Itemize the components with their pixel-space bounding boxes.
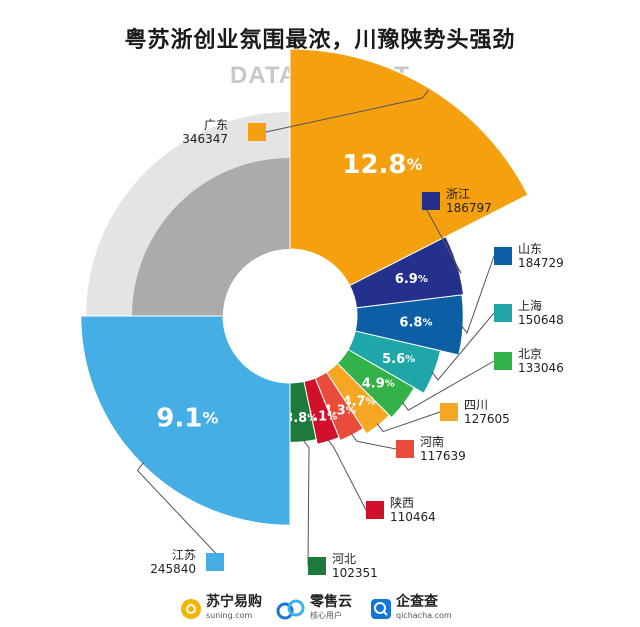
callout-swatch <box>396 440 414 458</box>
callout-line <box>376 411 441 433</box>
province-name: 浙江 <box>446 187 470 201</box>
cloud-icon <box>276 599 305 620</box>
province-name: 江苏 <box>172 548 196 562</box>
province-value: 133046 <box>518 361 564 375</box>
callout-swatch <box>440 403 458 421</box>
province-name: 陕西 <box>390 495 414 510</box>
percent-label: 9.1% <box>156 403 218 433</box>
province-name: 上海 <box>518 298 542 313</box>
qichacha-logo-text: 企查查 <box>396 594 438 610</box>
footer-logo-suning: 苏宁易购 suning.com <box>180 594 262 622</box>
callout-line <box>431 312 495 381</box>
qichacha-logo-sub: qichacha.com <box>396 611 452 620</box>
callout-line <box>460 255 495 335</box>
lingshouyun-logo-text: 零售云 <box>310 594 352 610</box>
footer-logo-qichacha: 企查查 qichacha.com <box>370 594 452 622</box>
province-value: 102351 <box>332 566 378 580</box>
province-name: 河北 <box>332 552 356 566</box>
province-name: 北京 <box>518 347 542 361</box>
lingshouyun-logo-sub: 核心用户 <box>310 611 342 620</box>
percent-label: 5.6% <box>382 351 415 366</box>
province-value: 346347 <box>182 132 228 146</box>
province-name: 四川 <box>464 398 488 412</box>
center-hole <box>223 249 357 383</box>
province-value: 110464 <box>390 510 436 524</box>
callout-line <box>136 462 225 563</box>
callout-line <box>421 200 462 274</box>
callout-swatch <box>308 557 326 575</box>
callout-swatch <box>494 352 512 370</box>
callout-swatch <box>494 304 512 322</box>
suning-logo-text: 苏宁易购 <box>206 594 262 610</box>
province-name: 广东 <box>204 118 228 132</box>
callout-swatch <box>206 553 224 571</box>
province-value: 245840 <box>150 562 196 576</box>
province-value: 150648 <box>518 313 564 327</box>
province-value: 127605 <box>464 412 510 426</box>
percent-label: 12.8% <box>342 150 422 180</box>
percent-label: 6.8% <box>399 315 432 330</box>
callout-line <box>401 360 495 411</box>
callout-swatch <box>366 501 384 519</box>
callout-swatch <box>494 247 512 265</box>
callout-line <box>327 439 367 511</box>
callout-line <box>350 432 397 450</box>
suning-logo-sub: suning.com <box>206 611 253 620</box>
qichacha-logo-icon <box>371 599 391 619</box>
province-name: 山东 <box>518 242 542 256</box>
chart-title: 粤苏浙创业氛围最浓，川豫陕势头强劲 <box>124 28 516 53</box>
percent-label: 4.9% <box>362 376 395 391</box>
footer-logo-lingshouyun: 零售云 核心用户 <box>276 594 352 622</box>
province-value: 186797 <box>446 201 492 215</box>
percent-label: 6.9% <box>395 271 428 286</box>
suning-lion-icon <box>181 599 201 619</box>
callout-swatch <box>248 123 266 141</box>
province-value: 117639 <box>420 449 466 463</box>
province-value: 184729 <box>518 256 564 270</box>
callout-line <box>265 89 429 133</box>
province-name: 河南 <box>420 434 444 449</box>
callout-swatch <box>422 192 440 210</box>
callout-line <box>302 439 310 567</box>
